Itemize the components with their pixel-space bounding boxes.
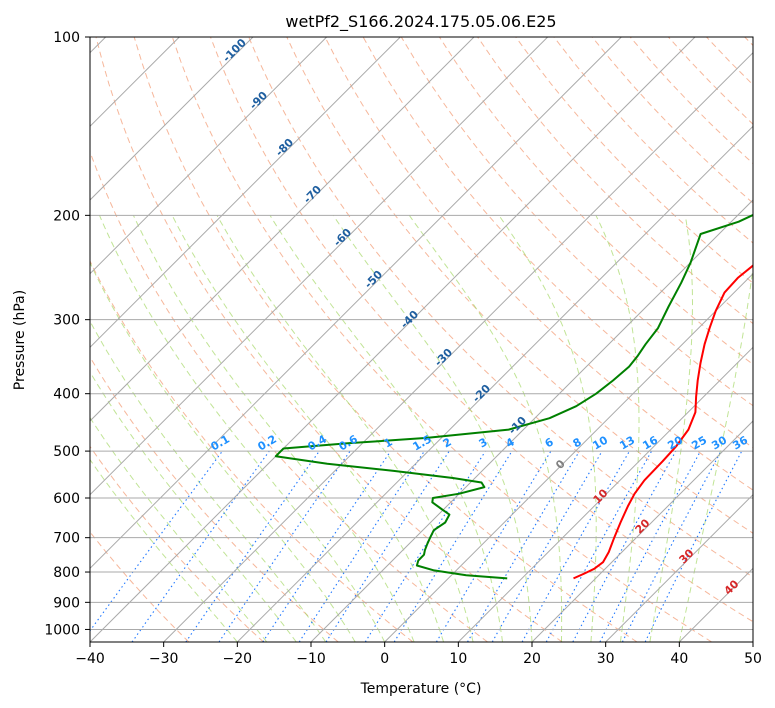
y-tick-label: 600 [53,491,80,507]
x-tick-label: 0 [380,651,389,667]
x-tick-label: −30 [149,651,179,667]
dry-adiabat [210,37,753,623]
x-tick-label: 20 [523,651,541,667]
x-tick-label: −20 [223,651,253,667]
moist-adiabat [132,215,415,642]
moist-adiabat [269,215,503,642]
moist-adiabat [90,261,356,642]
x-tick-label: 50 [744,651,762,667]
x-axis-label: Temperature (°C) [360,681,482,697]
series-layer [274,213,753,580]
mixing-ratio-line [185,450,320,642]
mixing-ratio-line [298,450,425,642]
dry-adiabat [248,37,753,578]
isotherm-gridline [90,37,475,422]
isotherm-gridline [90,37,328,275]
mixing-ratio-line [572,450,677,642]
isotherm-gridline [531,420,753,642]
isotherm-gridline [310,199,753,642]
y-tick-label: 200 [53,208,80,224]
mixing-ratio-line [364,450,486,642]
isotherm-gridline [90,37,696,642]
dry-adiabat [515,37,753,284]
chart-title: wetPf2_S166.2024.175.05.06.E25 [285,12,556,32]
mixing-ratio-line [435,450,552,642]
moist-adiabat [90,371,297,642]
y-tick-label: 100 [53,30,80,46]
background-lines [90,37,753,642]
dry-adiabat [90,445,264,642]
moist-adiabat [216,215,474,642]
x-tick-label: 30 [597,651,615,667]
tick-layer: −40 −30 −20 −10 0 10 20 30 40 50 100 200 300 400 500 60… [44,30,762,667]
dry-adiabat [324,37,753,491]
dry-adiabat [90,259,414,642]
plot-frame [89,36,754,643]
mixing-ratio-line [325,450,450,642]
mixing-ratio-line [218,450,351,642]
y-tick-label: 900 [53,595,80,611]
isotherm-gridline [90,37,254,201]
x-tick-label: 40 [670,651,688,667]
moist-adiabat [90,320,327,642]
moist-adiabat [90,458,238,642]
moist-adiabat [99,215,386,642]
dewpoint-line [274,213,753,580]
mixing-ratio-line [262,450,392,642]
moist-adiabat [408,215,563,642]
isotherm-gridline [90,37,549,496]
isotherm-gridline [236,125,753,642]
moist-adiabat [332,215,533,642]
moist-adiabat [90,416,268,642]
moist-adiabat [649,215,693,642]
y-tick-label: 500 [53,444,80,460]
dry-adiabat [95,37,563,642]
moist-adiabat [595,215,640,642]
moist-adiabat [498,215,597,642]
y-tick-label: 800 [53,565,80,581]
dry-adiabat [286,37,753,534]
x-tick-label: −40 [75,651,105,667]
isotherm-gridline [605,493,753,642]
y-tick-label: 1000 [44,622,80,638]
y-tick-label: 300 [53,313,80,329]
x-tick-label: 10 [449,651,467,667]
isotherm-gridline [384,272,753,642]
dry-adiabat [171,37,712,642]
y-tick-label: 400 [53,387,80,403]
mixing-ratio-line [467,450,580,642]
isotherm-gridline [90,37,401,349]
dry-adiabat [133,37,638,642]
mixing-ratio-line [599,450,701,642]
moist-adiabat [171,215,445,642]
moist-adiabat [678,263,753,642]
isotherm-gridline [90,37,622,570]
y-tick-label: 700 [53,531,80,547]
y-axis-label: Pressure (hPa) [12,290,28,390]
isotherm-gridline [163,51,753,642]
x-tick-label: −10 [296,651,326,667]
isotherm-gridline [457,346,753,642]
temperature-line [573,264,753,580]
